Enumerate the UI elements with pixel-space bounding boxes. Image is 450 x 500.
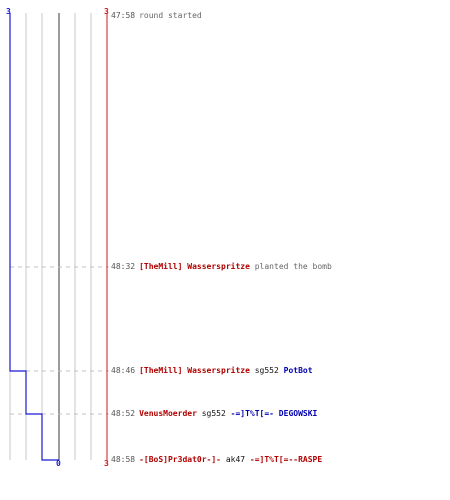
killer-name: -[BoS]Pr3dat0r-]- xyxy=(139,455,221,464)
ct-score-bottom: 0 xyxy=(56,459,61,468)
weapon: ak47 xyxy=(225,455,246,464)
event-row-kill: 48:58 -[BoS]Pr3dat0r-]- ak47 -=]T%T[=--RA… xyxy=(111,455,322,465)
killer-tag: [TheMill] xyxy=(139,262,183,271)
event-row-round-start: 47:58 round started xyxy=(111,11,202,21)
grid-lines xyxy=(9,13,92,460)
event-time: 47:58 xyxy=(111,11,136,20)
event-time: 48:58 xyxy=(111,455,136,464)
killer-name: VenusMoerder xyxy=(139,409,197,418)
t-score-bottom: 3 xyxy=(104,459,109,468)
event-time: 48:32 xyxy=(111,262,136,271)
event-time: 48:46 xyxy=(111,366,136,375)
killer-name: Wasserspritze xyxy=(187,366,250,375)
killer-tag: [TheMill] xyxy=(139,366,183,375)
ct-team-line xyxy=(9,13,59,461)
victim-name: -=]T%T[=- DEGOWSKI xyxy=(230,409,318,418)
victim-name: PotBot xyxy=(283,366,313,375)
t-score-top: 3 xyxy=(104,7,109,16)
event-row-bomb-plant: 48:32 [TheMill] Wasserspritze planted the… xyxy=(111,262,332,272)
ct-score-top: 3 xyxy=(6,7,11,16)
killer-name: Wasserspritze xyxy=(187,262,250,271)
event-time: 48:52 xyxy=(111,409,136,418)
event-text: planted the bomb xyxy=(254,262,332,271)
event-row-kill: 48:46 [TheMill] Wasserspritze sg552 PotBo… xyxy=(111,366,313,376)
weapon: sg552 xyxy=(254,366,279,375)
event-row-kill: 48:52 VenusMoerder sg552 -=]T%T[=- DEGOWS… xyxy=(111,409,317,419)
weapon: sg552 xyxy=(201,409,226,418)
victim-name: -=]T%T[=--RASPE xyxy=(249,455,323,464)
event-text: round started xyxy=(139,11,202,20)
